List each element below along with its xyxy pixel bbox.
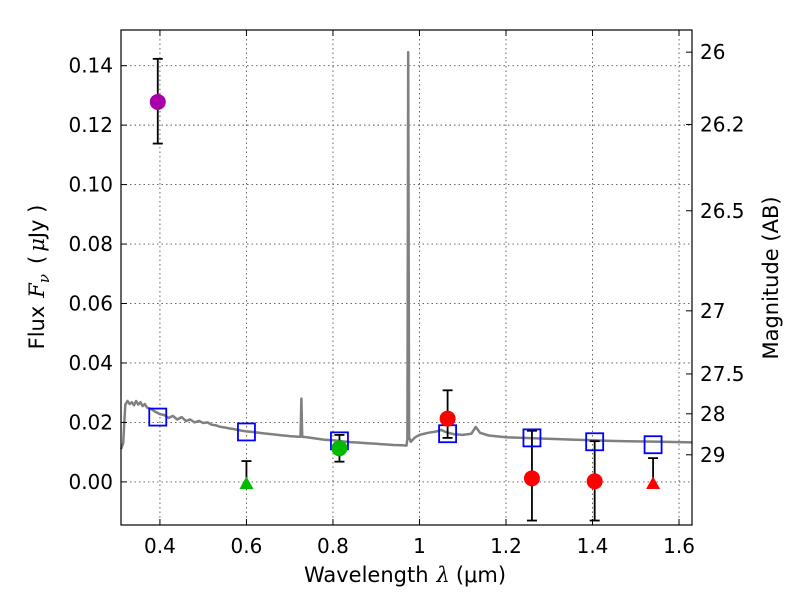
tick-layer: 0.4 0.6 0.8 1 1.2 1.4 1.6 0.00 0.02 0.04 0.06 0.08 0… <box>68 30 745 558</box>
x-axis-title-symbol: λ <box>436 563 450 587</box>
y-axis-title: Flux Fν ( μJy ) <box>25 205 53 350</box>
observed-point <box>149 93 166 110</box>
y-axis-title-symbol: F <box>25 282 49 299</box>
model-square <box>585 432 605 452</box>
sed-layer <box>119 51 693 450</box>
y-axis-title-prefix: Flux <box>25 306 49 350</box>
y-axis-title-subscript: ν <box>35 274 53 283</box>
observed-upper-limit-triangle <box>646 476 661 489</box>
y-tick-label: 0.04 <box>68 351 113 375</box>
y-tick-label: 0.02 <box>68 410 113 434</box>
observed-point <box>586 473 603 490</box>
y2-tick-label: 26.2 <box>700 112 745 136</box>
y2-tick-label: 29 <box>700 443 725 467</box>
x-tick-label: 1.4 <box>577 534 609 558</box>
model-square <box>643 435 663 455</box>
x-tick-label: 1 <box>413 534 426 558</box>
plot-frame <box>120 29 693 526</box>
y-tick-label: 0.08 <box>68 232 113 256</box>
y-tick-label: 0.12 <box>68 113 113 137</box>
observed-point <box>331 440 348 457</box>
y2-tick-label: 28 <box>700 402 725 426</box>
observed-point <box>439 410 456 427</box>
x-tick-label: 1.2 <box>490 534 522 558</box>
y-axis-title-unit: Jy ) <box>25 205 49 241</box>
y-tick-label: 0.14 <box>68 54 113 78</box>
y2-tick-label: 26 <box>700 40 725 64</box>
model-square <box>148 407 168 427</box>
sed-spectrum-line <box>119 51 693 450</box>
x-tick-label: 1.6 <box>663 534 695 558</box>
y2-tick-label: 27.5 <box>700 362 745 386</box>
x-tick-label: 0.4 <box>144 534 176 558</box>
y2-tick-label: 27 <box>700 299 725 323</box>
y-tick-label: 0.00 <box>68 470 113 494</box>
y-tick-label: 0.10 <box>68 173 113 197</box>
y2-tick-label: 26.5 <box>700 199 745 223</box>
x-axis-title-unit: (μm) <box>456 563 506 587</box>
observed-upper-limit-triangle <box>239 476 254 489</box>
y-axis-title-open: ( <box>25 256 49 264</box>
x-axis-title: Wavelength λ (μm) <box>304 563 506 587</box>
model-square <box>237 422 256 442</box>
x-tick-label: 0.8 <box>317 534 349 558</box>
y2-axis-title: Magnitude (AB) <box>759 196 783 359</box>
y-axis-title-mu: μ <box>25 238 49 252</box>
observed-point <box>523 470 540 487</box>
x-axis-title-prefix: Wavelength <box>304 563 429 587</box>
model-square <box>522 428 542 448</box>
y-tick-label: 0.06 <box>68 292 113 316</box>
grid-layer <box>121 30 692 525</box>
x-tick-label: 0.6 <box>231 534 263 558</box>
observed-layer <box>149 93 661 490</box>
